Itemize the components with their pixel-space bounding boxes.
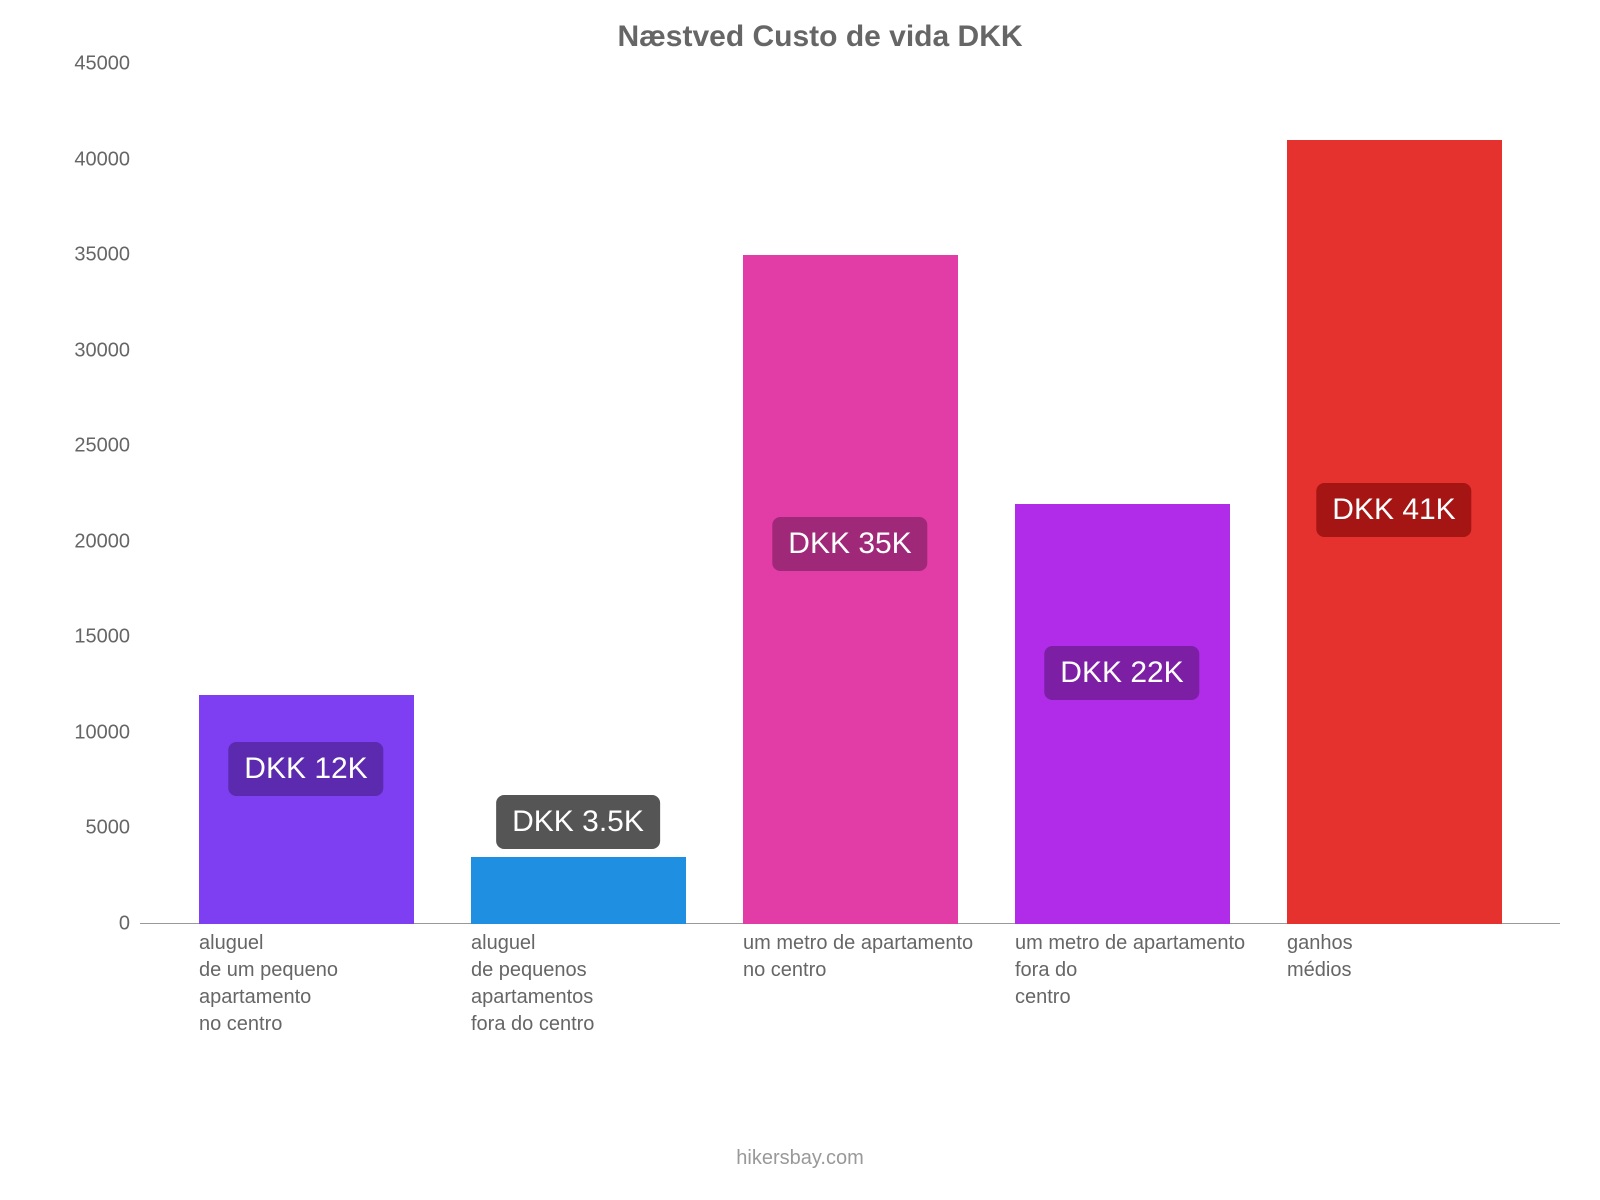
x-axis-label: um metro de apartamentofora docentro (997, 930, 1247, 1038)
bar-slot: DKK 3.5K (453, 857, 703, 924)
x-axis-label: ganhosmédios (1269, 930, 1519, 1038)
bar-slot: DKK 12K (181, 695, 431, 924)
y-tick-label: 25000 (60, 435, 130, 458)
bar-aluguel-centro: DKK 12K (199, 695, 414, 924)
x-axis-label: aluguelde um pequenoapartamentono centro (181, 930, 431, 1038)
y-tick-label: 45000 (60, 53, 130, 76)
y-tick-label: 15000 (60, 626, 130, 649)
bar-value-label: DKK 35K (772, 517, 927, 571)
bar-slot: DKK 35K (725, 255, 975, 924)
x-axis-labels: aluguelde um pequenoapartamentono centro… (140, 930, 1560, 1038)
bar-metro-centro: DKK 35K (743, 255, 958, 924)
attribution-text: hikersbay.com (736, 1147, 863, 1170)
bar-slot: DKK 22K (997, 504, 1247, 924)
bar-metro-fora: DKK 22K (1015, 504, 1230, 924)
chart-container: Næstved Custo de vida DKK 05000100001500… (60, 20, 1580, 1070)
bar-ganhos: DKK 41K (1287, 140, 1502, 924)
x-axis-label: aluguelde pequenosapartamentosfora do ce… (453, 930, 703, 1038)
bar-aluguel-fora: DKK 3.5K (471, 857, 686, 924)
y-tick-label: 0 (60, 913, 130, 936)
y-tick-label: 10000 (60, 721, 130, 744)
x-axis-label: um metro de apartamentono centro (725, 930, 975, 1038)
bar-slot: DKK 41K (1269, 140, 1519, 924)
bar-value-label: DKK 3.5K (496, 795, 660, 849)
y-tick-label: 5000 (60, 817, 130, 840)
bar-value-label: DKK 41K (1316, 483, 1471, 537)
bars-group: DKK 12K DKK 3.5K DKK 35K DKK 22K DKK 41K (140, 64, 1560, 924)
y-tick-label: 20000 (60, 530, 130, 553)
bar-value-label: DKK 22K (1044, 646, 1199, 700)
chart-title: Næstved Custo de vida DKK (60, 20, 1580, 54)
plot-area: 0500010000150002000025000300003500040000… (140, 64, 1560, 924)
bar-value-label: DKK 12K (228, 742, 383, 796)
y-tick-label: 30000 (60, 339, 130, 362)
y-tick-label: 35000 (60, 244, 130, 267)
y-tick-label: 40000 (60, 148, 130, 171)
